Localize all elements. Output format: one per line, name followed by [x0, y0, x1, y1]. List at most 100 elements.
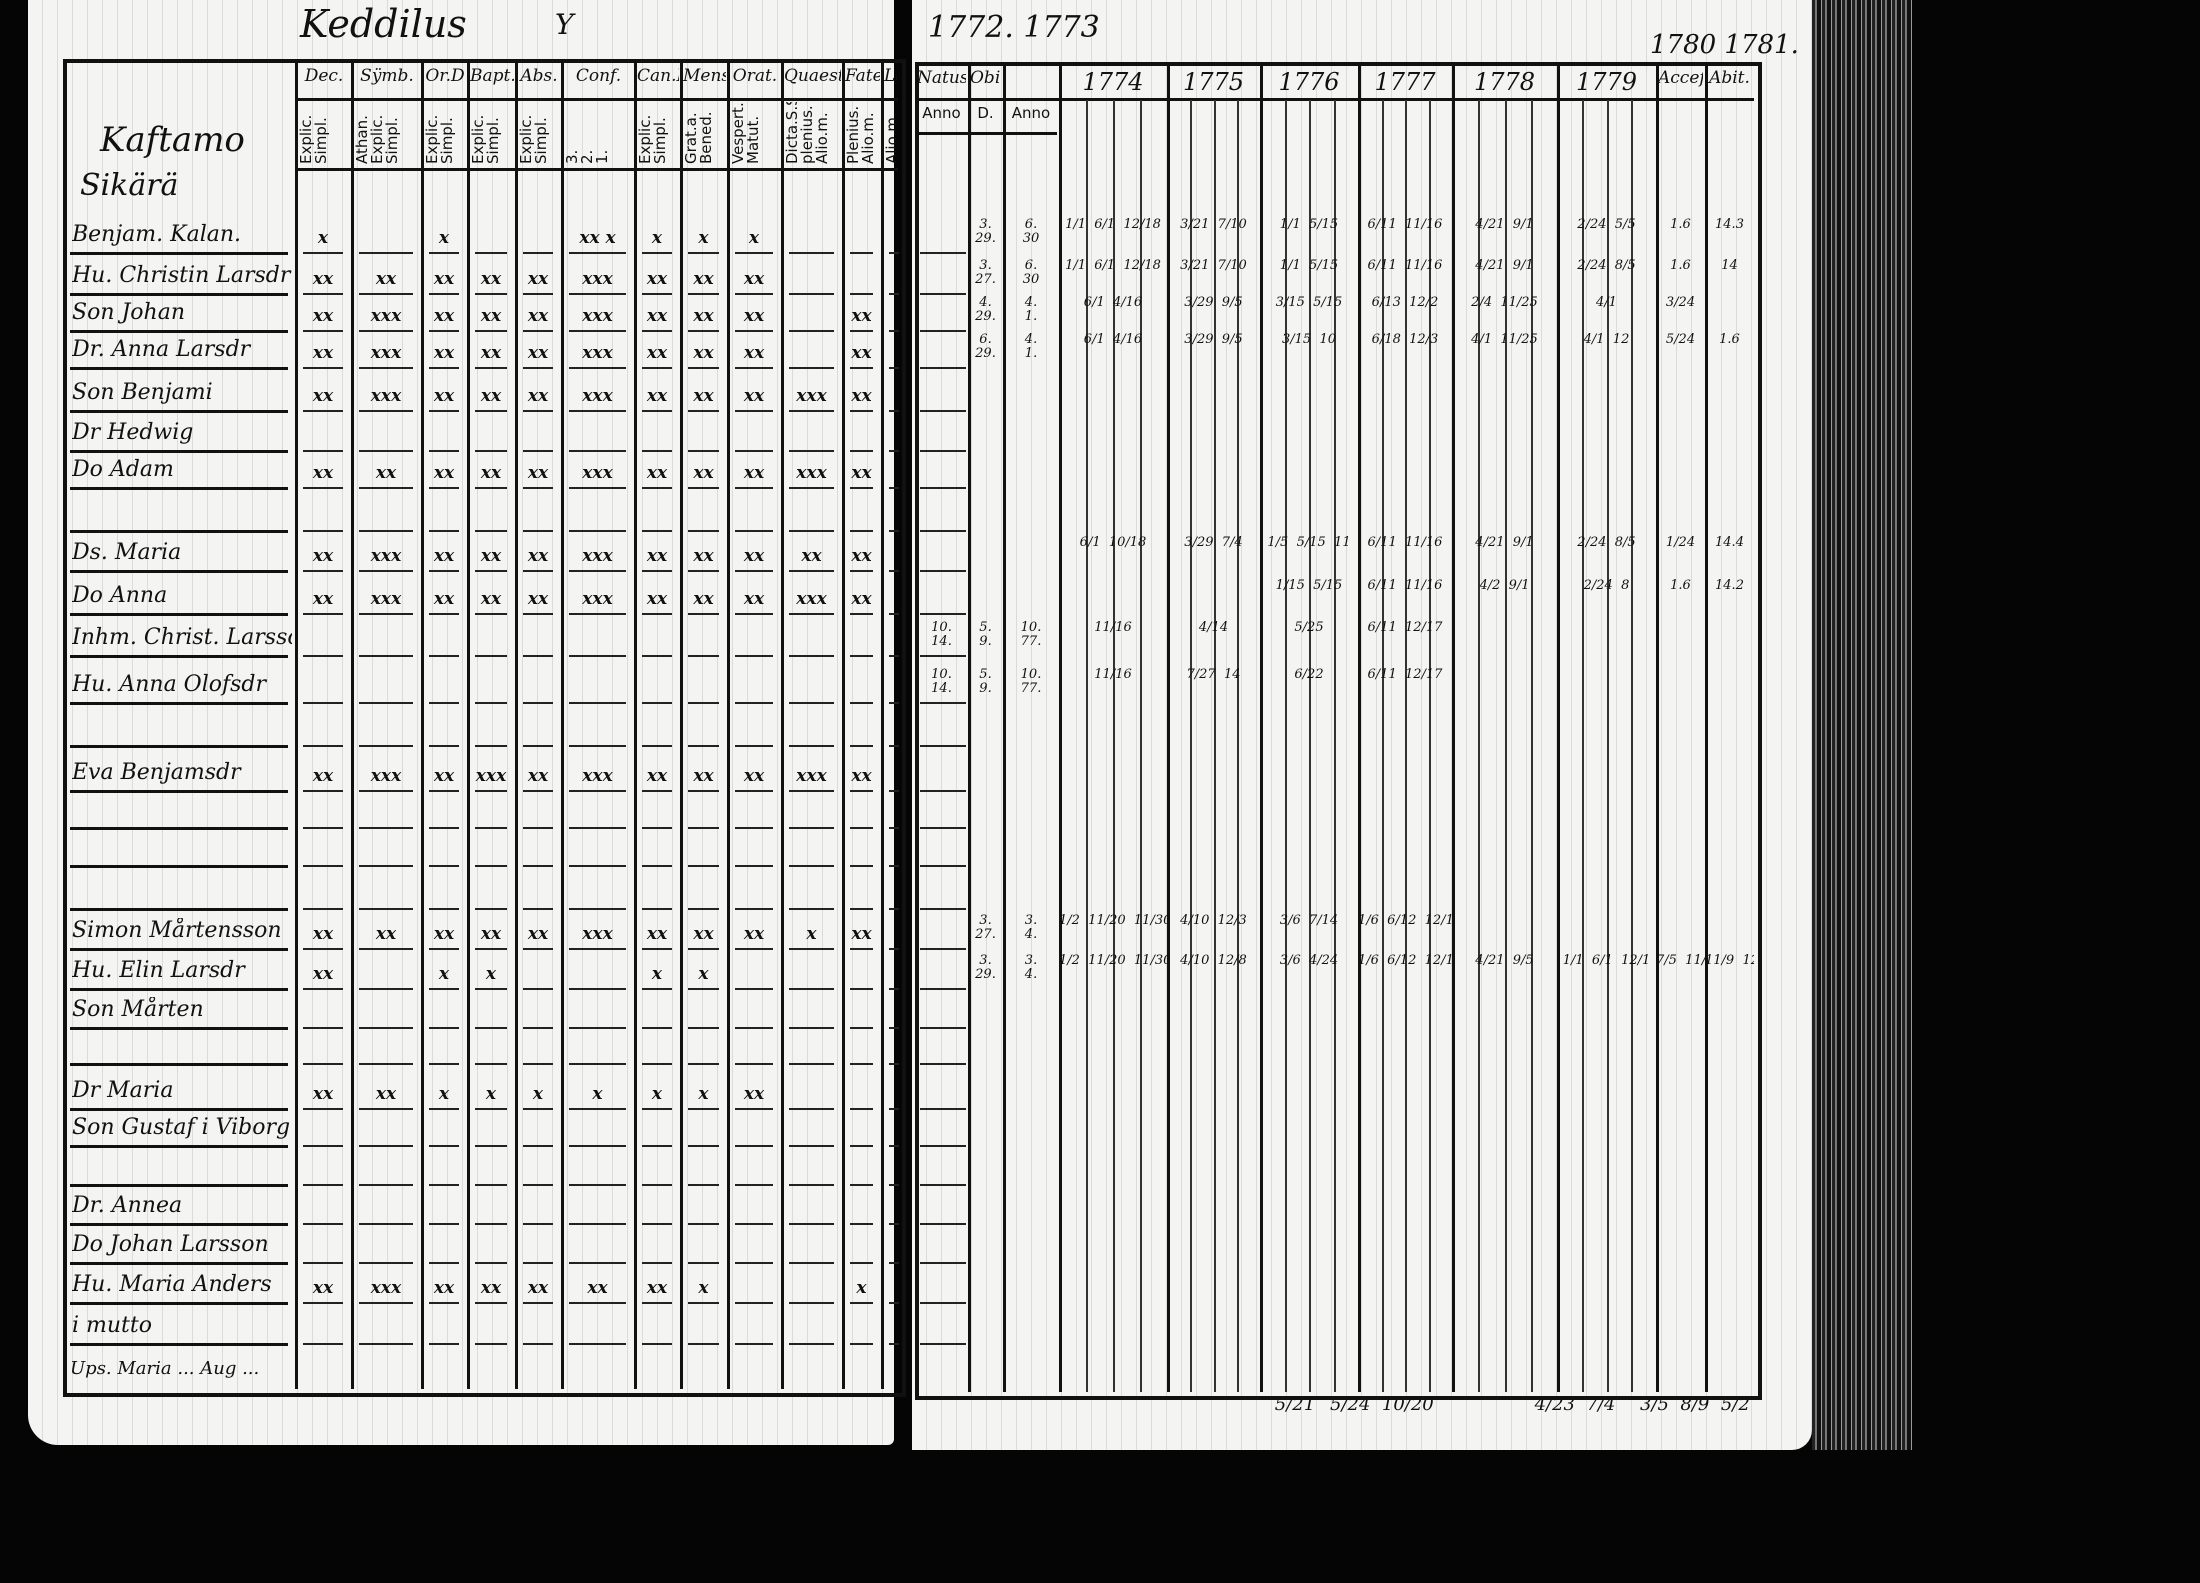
- catechism-mark: xx: [433, 546, 455, 566]
- cell-dash: [475, 252, 507, 254]
- cell-dash: [569, 827, 626, 829]
- left-column-divider: [561, 59, 564, 1389]
- register-value: 2/24 5/5: [1577, 218, 1636, 232]
- right-row-line: [920, 1302, 966, 1304]
- person-name: Dr Maria: [72, 1078, 174, 1103]
- register-value: 4. 29.: [975, 296, 996, 324]
- register-value: 3. 29.: [975, 954, 996, 982]
- cell-dash: [429, 1223, 459, 1225]
- register-value: 6/11 11/16: [1367, 579, 1443, 593]
- column-total: 5/21: [1274, 1398, 1316, 1412]
- cell-dash: [642, 988, 672, 990]
- register-value: [1452, 914, 1557, 958]
- cell-dash: [642, 745, 672, 747]
- register-value: [1705, 874, 1754, 918]
- cell-dash: [850, 790, 873, 792]
- cell-dash: [642, 293, 672, 295]
- register-value: 3. 27.: [975, 914, 996, 942]
- cell-dash: [850, 330, 873, 332]
- catechism-mark: xx: [646, 924, 668, 944]
- register-value: 7/27 14: [1186, 668, 1241, 682]
- cell-dash: [850, 1343, 873, 1345]
- cell-dash: [359, 1027, 413, 1029]
- cell-dash: [642, 827, 672, 829]
- cell-dash: [735, 410, 773, 412]
- register-value: [1705, 668, 1754, 712]
- register-value: 5/24: [1665, 333, 1696, 347]
- catechism-mark: xx: [480, 589, 502, 609]
- cell-dash: [789, 655, 834, 657]
- cell-dash: [789, 988, 834, 990]
- register-value: [1705, 711, 1754, 755]
- cell-dash: [475, 988, 507, 990]
- cell-dash: [429, 530, 459, 532]
- cell-dash: [475, 790, 507, 792]
- catechism-mark: xx: [743, 589, 765, 609]
- register-value: [1557, 914, 1656, 958]
- cell-dash: [569, 613, 626, 615]
- left-row-line: [70, 1145, 288, 1148]
- cell-dash: [688, 702, 719, 704]
- register-value: [1656, 711, 1705, 755]
- cell-dash: [850, 410, 873, 412]
- cell-dash: [735, 252, 773, 254]
- cell-dash: [475, 1145, 507, 1147]
- register-value: [1260, 711, 1358, 755]
- cell-dash: [303, 1063, 343, 1065]
- cell-dash: [523, 252, 553, 254]
- cell-dash: [523, 487, 553, 489]
- register-value: 6/1 4/16: [1083, 333, 1143, 347]
- cell-dash: [688, 330, 719, 332]
- right-row-line: [920, 988, 966, 990]
- cell-dash: [889, 1184, 899, 1186]
- catechism-mark: xx: [433, 269, 455, 289]
- catechism-mark: x: [317, 228, 329, 248]
- cell-dash: [688, 745, 719, 747]
- year-column-header: Obitt: [970, 68, 1001, 88]
- register-value: 3/15 5/15: [1275, 296, 1343, 310]
- column-subheader: Dicta.S.S. plenius. Alio.m.: [785, 102, 831, 164]
- section-subtitle: Sikärä: [80, 168, 179, 203]
- cell-dash: [850, 865, 873, 867]
- register-value: [1358, 376, 1452, 420]
- cell-dash: [688, 1184, 719, 1186]
- cell-dash: [359, 988, 413, 990]
- left-row-line: [70, 1063, 288, 1066]
- right-top-note-left: 1772. 1773: [928, 10, 1100, 45]
- register-value: 6/11 11/16: [1367, 218, 1443, 232]
- catechism-mark: xx: [693, 463, 714, 483]
- catechism-mark: x: [438, 964, 450, 984]
- cell-dash: [735, 450, 773, 452]
- cell-dash: [850, 827, 873, 829]
- cell-dash: [569, 948, 626, 950]
- register-value: 1/2 11/20 11/30: [1059, 914, 1167, 928]
- catechism-mark: xx: [646, 386, 668, 406]
- left-column-divider: [727, 59, 730, 1389]
- cell-dash: [735, 1063, 773, 1065]
- catechism-mark: xx: [693, 546, 714, 566]
- cell-dash: [303, 702, 343, 704]
- cell-dash: [735, 570, 773, 572]
- cell-dash: [850, 1302, 873, 1304]
- right-row-line: [920, 293, 966, 295]
- right-top-note-right: 1780 1781.: [1650, 30, 1799, 60]
- cell-dash: [429, 1343, 459, 1345]
- cell-dash: [523, 655, 553, 657]
- catechism-mark: xx: [480, 269, 502, 289]
- section-title: Kaftamo: [100, 120, 245, 160]
- cell-dash: [850, 367, 873, 369]
- catechism-mark: xxx: [796, 463, 827, 483]
- catechism-mark: xx: [693, 589, 714, 609]
- catechism-mark: x: [592, 1084, 603, 1104]
- cell-dash: [569, 865, 626, 867]
- catechism-mark: xxx: [582, 306, 613, 326]
- register-value: [968, 579, 1003, 623]
- register-value: 10. 77.: [1020, 668, 1042, 696]
- cell-dash: [642, 702, 672, 704]
- cell-dash: [889, 1223, 899, 1225]
- cell-dash: [569, 1108, 626, 1110]
- cell-dash: [475, 330, 507, 332]
- column-subheader: Anno: [1011, 104, 1051, 122]
- catechism-mark: xx: [646, 766, 668, 786]
- register-value: [1059, 831, 1167, 875]
